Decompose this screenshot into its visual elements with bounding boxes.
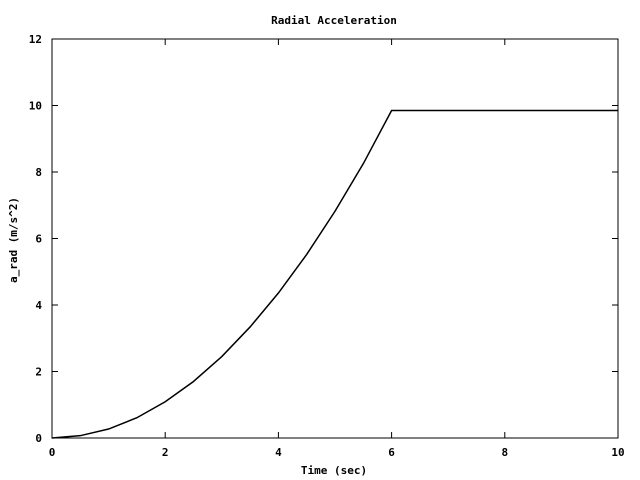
x-axis-label: Time (sec) [301,464,367,477]
x-tick-label: 10 [611,446,624,459]
chart-title: Radial Acceleration [271,14,397,27]
y-tick-label: 10 [29,100,42,113]
y-tick-label: 6 [35,233,42,246]
series-line [51,109,618,439]
y-axis-label: a_rad (m/s^2) [7,197,20,283]
x-tick-label: 4 [275,446,282,459]
y-tick-label: 12 [29,33,42,46]
plot-frame [51,38,619,439]
x-tick-label: 2 [162,446,169,459]
y-tick-label: 8 [35,166,42,179]
y-tick-label: 2 [35,366,42,379]
y-tick-label: 0 [35,432,42,445]
x-tick-label: 6 [388,446,395,459]
x-tick-label: 0 [49,446,56,459]
x-tick-label: 8 [501,446,508,459]
plot-area: 0 2 4 6 8 10 0 2 4 6 8 10 12 [29,33,625,459]
y-tick-label: 4 [35,299,42,312]
